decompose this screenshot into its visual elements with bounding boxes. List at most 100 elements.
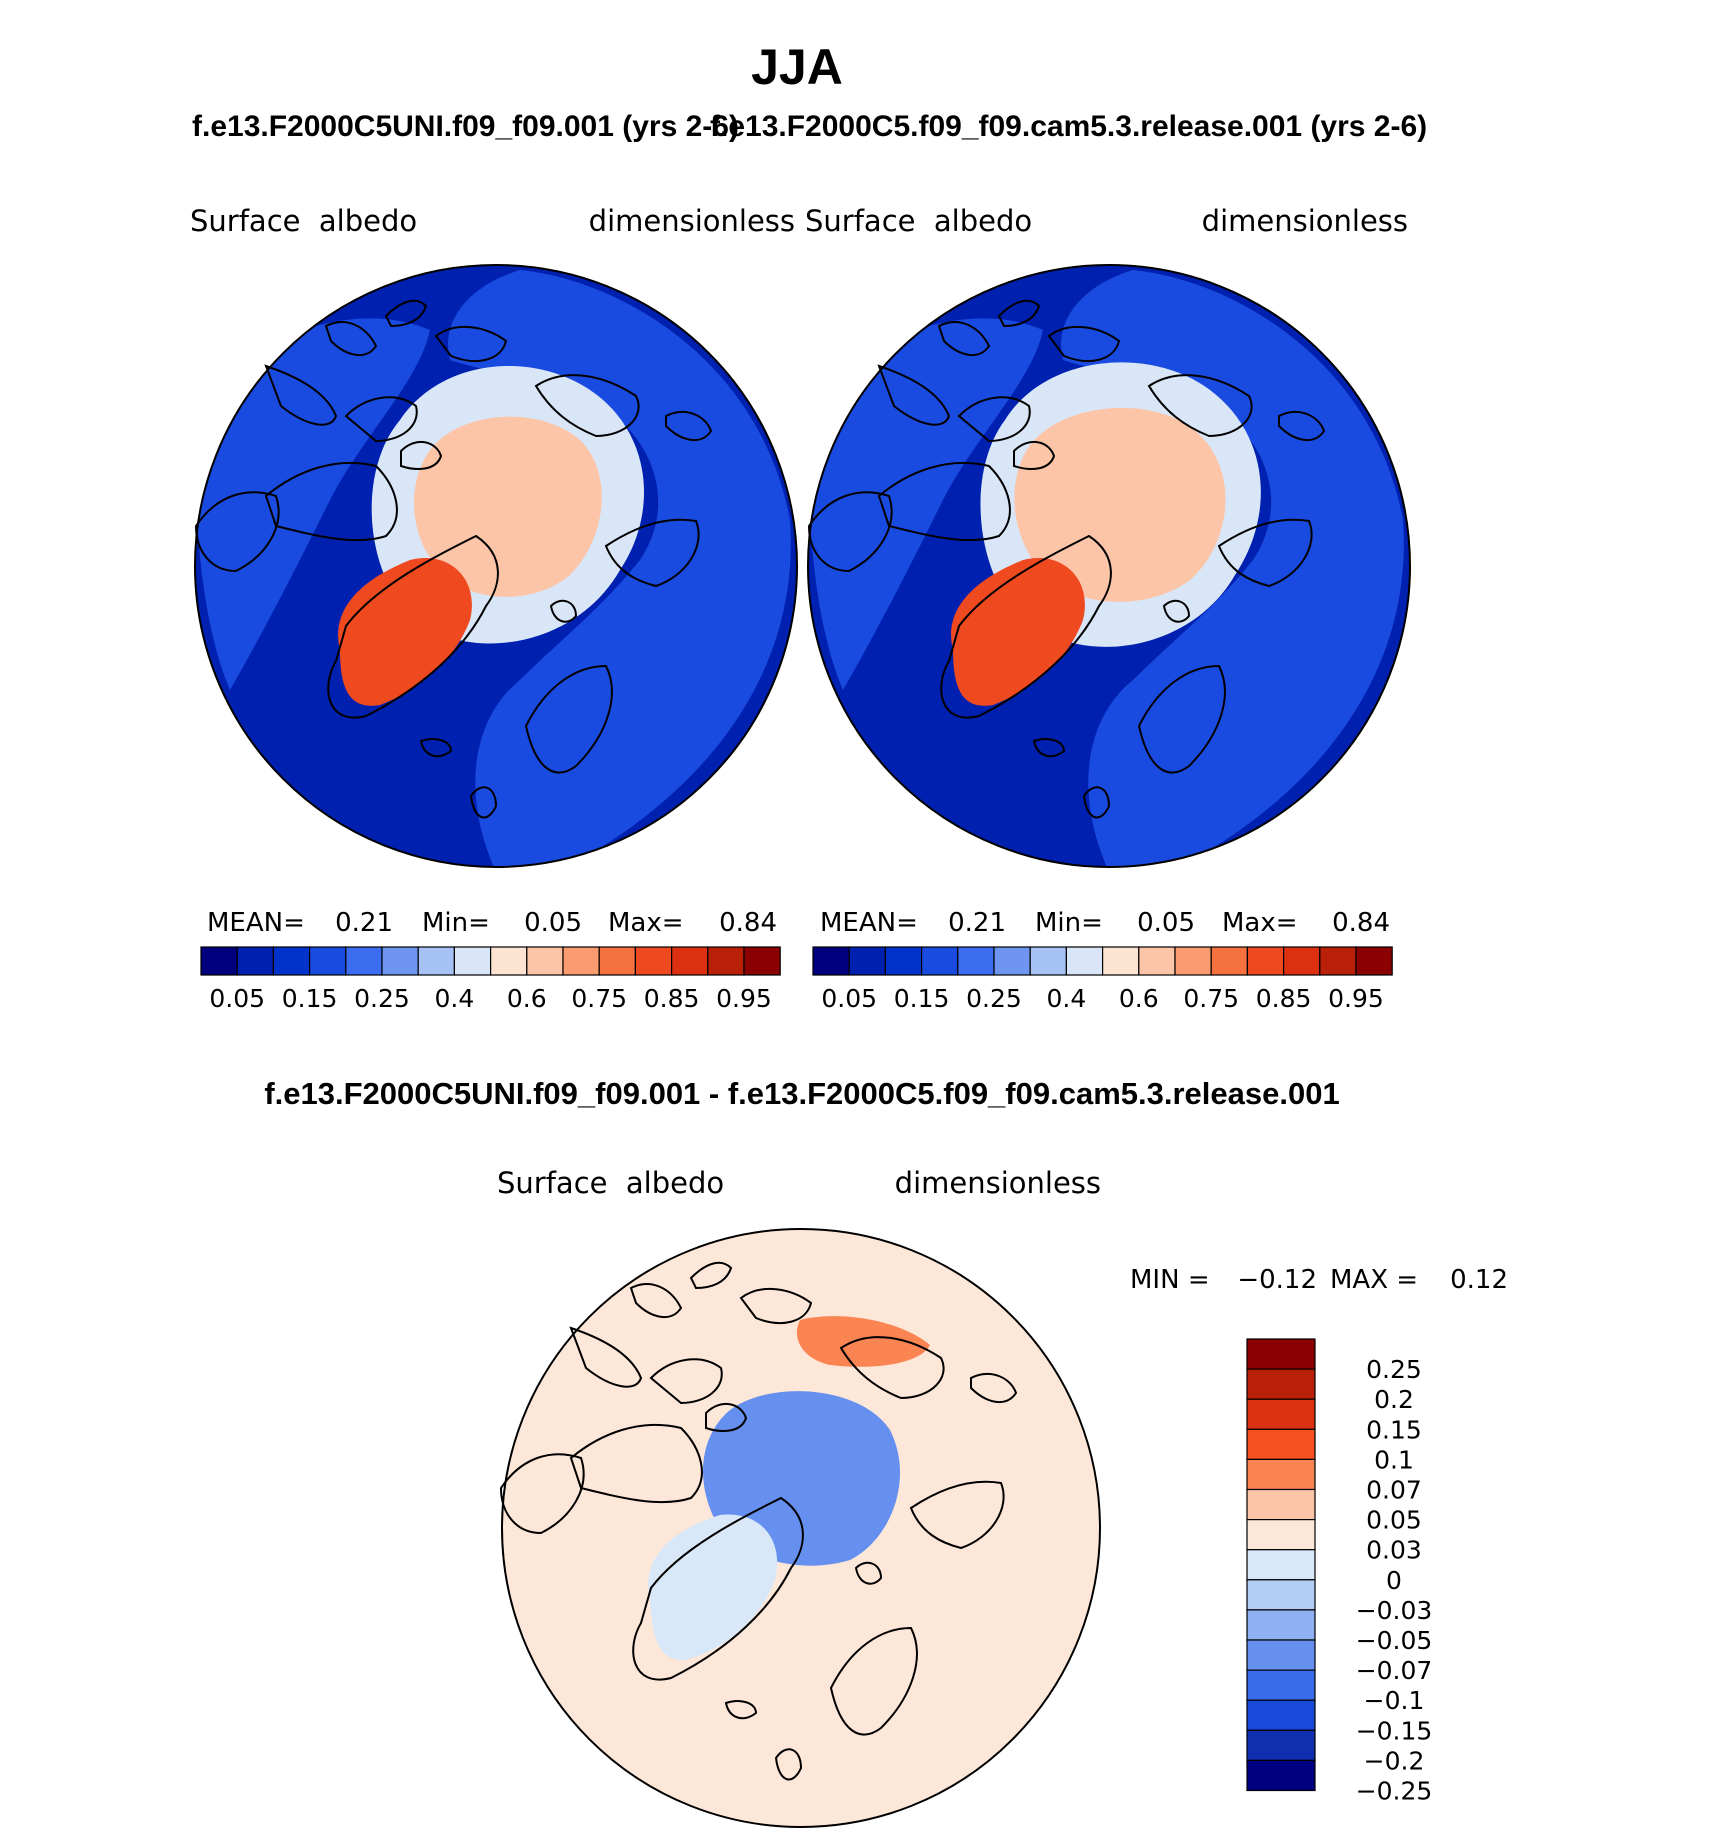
difference-east-siberia <box>796 1316 930 1367</box>
colorbar-swatch <box>670 946 709 976</box>
colorbar-tick-label: 0 <box>1386 1566 1402 1595</box>
difference-stats: MIN = −0.12 MAX = 0.12 <box>1130 1265 1508 1295</box>
panel-b-mean-value: 0.21 <box>948 908 1006 938</box>
colorbar-tick-label: 0.25 <box>354 984 410 1013</box>
colorbar-swatch <box>526 946 564 976</box>
colorbar-swatch <box>743 946 781 976</box>
colorbar-swatch <box>634 946 673 976</box>
panel-a-mean-value: 0.21 <box>335 908 393 938</box>
colorbar-swatch <box>598 946 637 976</box>
panel-b-arctic-ocean-ice <box>1014 407 1226 602</box>
colorbar-tick-label: 0.4 <box>435 984 475 1013</box>
colorbar-tick-label: 0.75 <box>571 984 627 1013</box>
panel-a-greenland <box>338 558 472 706</box>
colorbar-swatch <box>1246 1579 1316 1611</box>
panel-b: Surface albedo dimensionless MEAN= 0.21 … <box>805 204 1411 1013</box>
colorbar-tick-label: 0.85 <box>1256 984 1312 1013</box>
season-title: JJA <box>751 39 843 95</box>
colorbar-tick-label: 0.03 <box>1366 1536 1422 1565</box>
colorbar-swatch <box>957 946 995 976</box>
colorbar-swatch <box>1246 1759 1316 1792</box>
difference-min-label: MIN = <box>1130 1265 1210 1295</box>
colorbar-tick-label: −0.2 <box>1364 1746 1425 1775</box>
colorbar-tick-label: 0.6 <box>1119 984 1159 1013</box>
difference-map-border <box>501 1228 1101 1828</box>
colorbar-swatch <box>236 946 274 976</box>
colorbar-swatch <box>1246 1699 1316 1731</box>
colorbar-swatch <box>1246 1428 1316 1461</box>
panel-a-arctic-ocean-ice <box>413 416 602 597</box>
panel-a-land-north-america <box>196 318 430 690</box>
colorbar-swatch <box>562 946 600 976</box>
colorbar-swatch <box>993 946 1031 976</box>
difference-max-value: 0.12 <box>1450 1265 1508 1295</box>
colorbar-tick-label: 0.05 <box>1366 1506 1422 1535</box>
colorbar-swatch <box>1101 946 1140 976</box>
colorbar-tick-label: −0.25 <box>1356 1777 1433 1806</box>
colorbar-tick-label: −0.03 <box>1356 1596 1433 1625</box>
colorbar-swatch <box>1355 946 1393 976</box>
difference-units-label: dimensionless <box>895 1166 1101 1200</box>
colorbar-swatch <box>1246 1338 1316 1370</box>
colorbar-tick-label: 0.07 <box>1366 1476 1422 1505</box>
colorbar-swatch <box>707 946 745 976</box>
colorbar-swatch <box>848 946 887 976</box>
panel-a-max-value: 0.84 <box>719 908 777 938</box>
colorbar-swatch <box>884 946 923 976</box>
panel-b-case-title: f.e13.F2000C5.f09_f09.cam5.3.release.001… <box>710 110 1427 143</box>
colorbar-tick-label: 0.4 <box>1047 984 1087 1013</box>
panel-a-field-label: Surface albedo <box>190 204 417 238</box>
colorbar-swatch <box>381 946 419 976</box>
panel-a-colorbar: 0.05 0.15 0.25 0.4 0.6 0.75 0.85 0.95 <box>200 946 781 1013</box>
panel-a-max-label: Max= <box>608 908 684 938</box>
panel-a-min-value: 0.05 <box>524 908 582 938</box>
panel-a-mean-label: MEAN= <box>207 908 305 938</box>
colorbar-swatch <box>272 946 311 976</box>
colorbar-tick-label: 0.75 <box>1183 984 1239 1013</box>
panel-a-units-label: dimensionless <box>589 204 795 238</box>
panel-a-case-title: f.e13.F2000C5UNI.f09_f09.001 (yrs 2-6) <box>192 110 739 143</box>
colorbar-swatch <box>1029 946 1067 976</box>
panel-b-polar-map <box>808 265 1410 867</box>
colorbar-swatch <box>1138 946 1176 976</box>
panel-a-polar-map <box>195 265 797 867</box>
colorbar-swatch <box>1246 1549 1316 1581</box>
difference-colorbar: 0.250.20.150.10.070.050.030−0.03−0.05−0.… <box>1246 1338 1433 1806</box>
colorbar-swatch <box>200 946 238 976</box>
panel-b-min-value: 0.05 <box>1137 908 1195 938</box>
colorbar-swatch <box>1319 946 1357 976</box>
colorbar-tick-label: −0.15 <box>1356 1716 1433 1745</box>
colorbar-swatch <box>1246 1669 1316 1701</box>
colorbar-swatch <box>1246 1398 1316 1430</box>
colorbar-swatch <box>1065 946 1104 976</box>
difference-max-label: MAX = <box>1330 1265 1418 1295</box>
colorbar-swatch <box>1246 1639 1316 1671</box>
colorbar-swatch <box>1210 946 1248 976</box>
panel-b-units-label: dimensionless <box>1202 204 1408 238</box>
colorbar-swatch <box>345 946 383 976</box>
difference-panel: f.e13.F2000C5UNI.f09_f09.001 - f.e13.F20… <box>264 1076 1508 1828</box>
panel-b-colorbar: 0.05 0.15 0.25 0.4 0.6 0.75 0.85 0.95 <box>812 946 1393 1013</box>
colorbar-swatch <box>1246 1729 1316 1762</box>
difference-field-label: Surface albedo <box>497 1166 724 1200</box>
colorbar-tick-label: 0.15 <box>282 984 338 1013</box>
difference-greenland <box>648 1514 778 1661</box>
colorbar-swatch <box>1246 1368 1316 1400</box>
colorbar-tick-label: 0.05 <box>209 984 265 1013</box>
colorbar-tick-label: 0.1 <box>1374 1445 1414 1474</box>
colorbar-swatch <box>920 946 959 976</box>
colorbar-tick-label: −0.1 <box>1364 1686 1425 1715</box>
colorbar-tick-label: 0.15 <box>1366 1415 1422 1444</box>
colorbar-tick-label: 0.25 <box>966 984 1022 1013</box>
colorbar-swatch <box>1246 1458 1316 1491</box>
colorbar-tick-label: 0.2 <box>1374 1385 1414 1414</box>
panel-b-min-label: Min= <box>1035 908 1103 938</box>
colorbar-swatch <box>309 946 347 976</box>
colorbar-tick-label: 0.6 <box>507 984 547 1013</box>
panel-a: Surface albedo dimensionless MEAN= 0.21 … <box>190 204 798 1013</box>
panel-a-stats: MEAN= 0.21 Min= 0.05 Max= 0.84 <box>207 908 777 938</box>
colorbar-swatch <box>1246 1609 1316 1641</box>
colorbar-swatch <box>1282 946 1321 976</box>
panel-b-stats: MEAN= 0.21 Min= 0.05 Max= 0.84 <box>820 908 1390 938</box>
